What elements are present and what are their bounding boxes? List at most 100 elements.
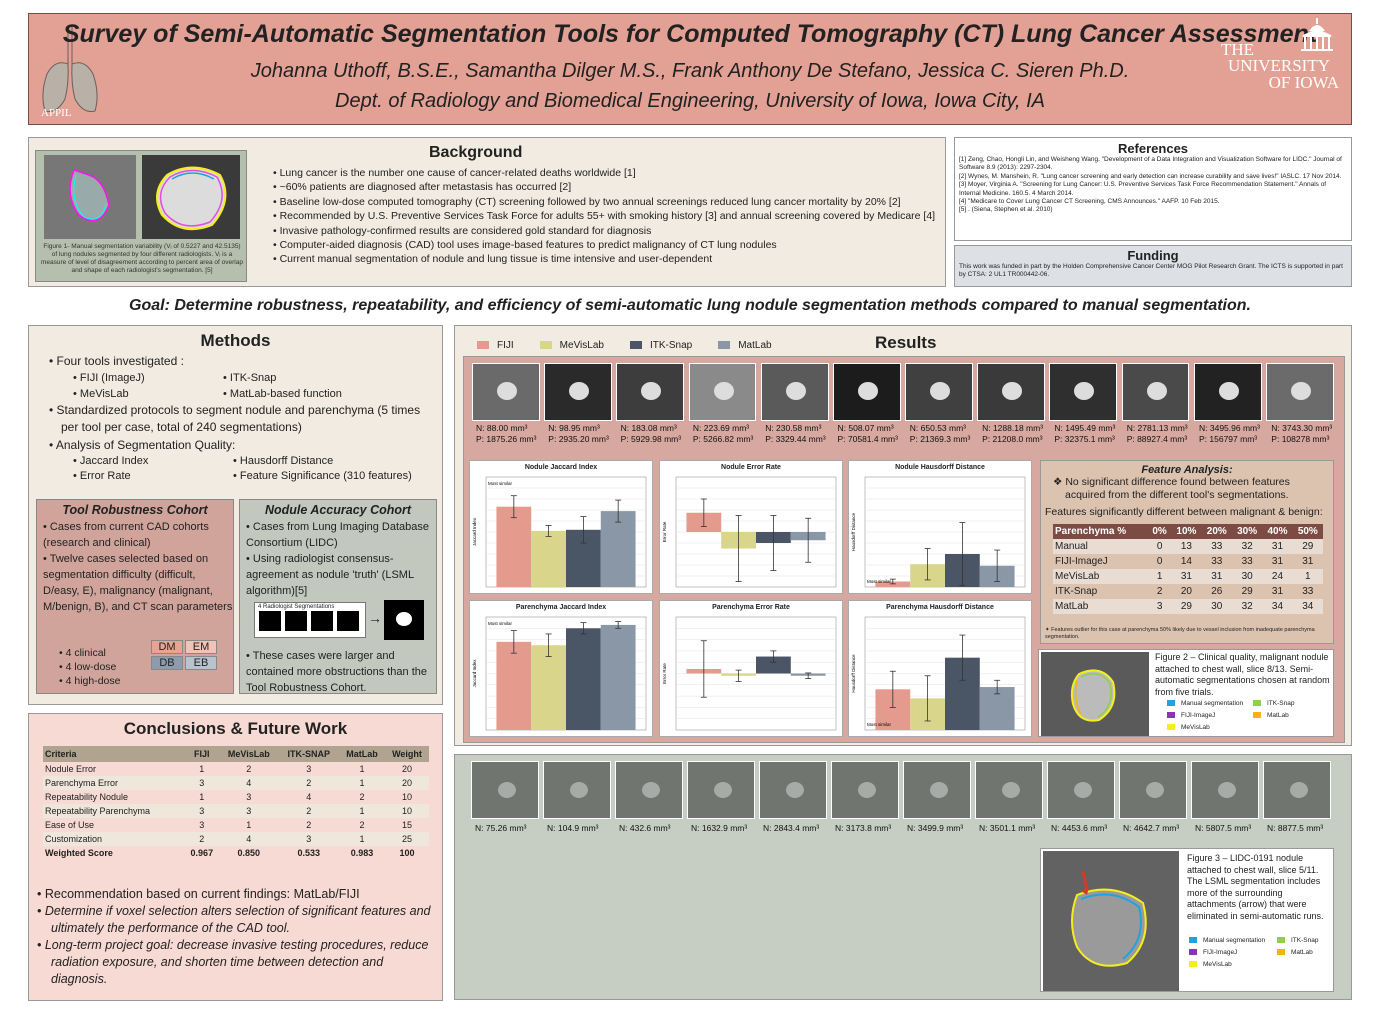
parenchyma-volume: P: 1875.26 mm³ bbox=[476, 434, 537, 444]
chart-title: Parenchyma Jaccard Index bbox=[515, 604, 607, 611]
quality-features: • Feature Significance (310 features) bbox=[233, 470, 412, 482]
legend-item: MatLab bbox=[1277, 947, 1333, 959]
table-row: Repeatability Nodule 1 3 4 2 10 bbox=[43, 790, 429, 804]
figure-1-image-b bbox=[142, 155, 240, 239]
grid-db: DB bbox=[151, 656, 183, 670]
results-title: Results bbox=[875, 333, 937, 352]
ct-thumbnail bbox=[1263, 761, 1331, 819]
nodule-volume: N: 230.58 mm³ bbox=[765, 423, 822, 433]
nodule-volume: N: 508.07 mm³ bbox=[837, 423, 894, 433]
table-cell: 15 bbox=[401, 820, 412, 830]
methods-protocol: • Standardized protocols to segment nodu… bbox=[49, 403, 421, 434]
nodule-volume: N: 3743.30 mm³ bbox=[1271, 423, 1333, 433]
table-row: Ease of Use 3 1 2 2 15 bbox=[43, 818, 429, 832]
table-cell: 0 bbox=[1147, 539, 1172, 554]
chart-parenchyma-jaccard-index: Parenchyma Jaccard Index Jaccard Index Mos… bbox=[469, 600, 653, 737]
table-cell: 24 bbox=[1262, 569, 1293, 584]
legend-fiji: FIJI bbox=[477, 340, 514, 351]
list-item: Computer-aided diagnosis (CAD) tool uses… bbox=[273, 238, 943, 252]
parenchyma-volume: P: 3329.44 mm³ bbox=[765, 434, 826, 444]
legend-item: Manual segmentation bbox=[1189, 935, 1277, 947]
list-item: • 4 low-dose bbox=[59, 661, 117, 673]
parenchyma-volume: P: 156797 mm³ bbox=[1199, 434, 1258, 444]
arrow-icon: → bbox=[368, 610, 382, 626]
table-header: MatLab bbox=[338, 746, 385, 762]
parenchyma-volume: P: 108278 mm³ bbox=[1271, 434, 1330, 444]
tool-robustness-cohort: Tool Robustness Cohort Cases from curren… bbox=[36, 499, 234, 694]
legend-item: FIJI-ImageJ bbox=[1167, 710, 1253, 722]
legend-item: ITK-Snap bbox=[1253, 698, 1333, 710]
table-cell: ITK-Snap bbox=[1055, 586, 1098, 597]
nodule-shape bbox=[497, 382, 517, 400]
parenchyma-volume: P: 2935.20 mm³ bbox=[548, 434, 609, 444]
tool-mevislab: • MeVisLab bbox=[73, 388, 129, 400]
table-cell: Weighted Score bbox=[45, 848, 113, 858]
table-cell: 31 bbox=[1201, 569, 1232, 584]
table-cell: 33 bbox=[1302, 586, 1314, 597]
table-cell: 32 bbox=[1231, 599, 1263, 614]
list-item: Invasive pathology-confirmed results are… bbox=[273, 224, 943, 238]
table-cell: 0.967 bbox=[190, 848, 214, 858]
tool-itksnap: • ITK-Snap bbox=[223, 372, 277, 384]
list-item: Cases from current CAD cohorts (research… bbox=[43, 519, 233, 551]
table-cell: 31 bbox=[1171, 569, 1202, 584]
volume-label: N: 2781.13 mm³ P: 88927.4 mm³ bbox=[1127, 423, 1188, 445]
bar-mevislab bbox=[531, 645, 566, 730]
volume-label: N: 1288.18 mm³ P: 21208.0 mm³ bbox=[982, 423, 1043, 445]
nodule-shape bbox=[569, 382, 590, 400]
nodule-shape bbox=[1002, 382, 1023, 400]
lidc-thumbnails bbox=[471, 761, 1337, 819]
table-header: 20% bbox=[1201, 524, 1232, 539]
table-cell: Repeatability Parenchyma bbox=[43, 804, 185, 818]
table-cell: FIJI-ImageJ bbox=[1055, 556, 1108, 567]
nodule-shape bbox=[785, 382, 806, 400]
chart-title: Parenchyma Error Rate bbox=[712, 604, 790, 611]
volume-label: N: 5807.5 mm³ bbox=[1195, 823, 1252, 833]
table-cell: 34 bbox=[1292, 599, 1323, 614]
table-cell: 30 bbox=[1201, 599, 1232, 614]
volume-label: N: 223.69 mm³ P: 5266.82 mm³ bbox=[693, 423, 753, 445]
table-cell: 3 bbox=[199, 820, 205, 830]
ct-thumbnail bbox=[472, 363, 540, 421]
volume-label: N: 98.95 mm³ P: 2935.20 mm³ bbox=[548, 423, 608, 445]
bar-itk-snap bbox=[566, 628, 601, 730]
figure-2: Figure 2 – Clinical quality, malignant n… bbox=[1038, 649, 1334, 737]
ct-thumbnail bbox=[759, 761, 827, 819]
chart-plot: Jaccard Index Most similar bbox=[472, 476, 647, 588]
quality-jaccard: • Jaccard Index bbox=[73, 455, 149, 467]
table-cell: 2 bbox=[359, 792, 365, 802]
list-item: Recommended by U.S. Preventive Services … bbox=[273, 209, 943, 223]
table-cell: 29 bbox=[1241, 586, 1253, 597]
table-cell: 10 bbox=[401, 792, 412, 802]
nodule-shape bbox=[641, 382, 662, 400]
table-cell: 34 bbox=[1262, 599, 1293, 614]
conclusions-list: Recommendation based on current findings… bbox=[37, 886, 441, 988]
figure-2-caption: Figure 2 – Clinical quality, malignant n… bbox=[1155, 652, 1330, 697]
logo-line-2: University bbox=[1228, 56, 1330, 75]
table-cell: Repeatability Nodule bbox=[45, 792, 129, 802]
chart-nodule-hausdorff-distance: Nodule Hausdorff Distance Hausdorff Dista… bbox=[848, 460, 1032, 594]
nodule-shape bbox=[1146, 782, 1164, 798]
table-cell: 1 bbox=[359, 764, 365, 774]
table-cell: 20 bbox=[385, 776, 429, 790]
parenchyma-volume: P: 21369.3 mm³ bbox=[909, 434, 971, 444]
nodule-shape bbox=[1218, 382, 1239, 400]
table-header: Parenchyma % bbox=[1053, 524, 1148, 539]
ct-thumbnail bbox=[688, 363, 757, 421]
ct-thumbnail bbox=[1191, 761, 1259, 819]
ct-thumbnail bbox=[1119, 761, 1187, 819]
parenchyma-volume: P: 21208.0 mm³ bbox=[982, 434, 1043, 444]
logo-line-3: of Iowa bbox=[1268, 73, 1339, 92]
volume-label: N: 3501.1 mm³ bbox=[979, 823, 1036, 833]
ct-thumbnail bbox=[1193, 363, 1262, 421]
volume-label: N: 230.58 mm³ P: 3329.44 mm³ bbox=[765, 423, 825, 445]
table-cell: 3 bbox=[1147, 599, 1172, 614]
legend-mevislab: MeVisLab bbox=[539, 340, 604, 351]
reference-item: [4] "Medicare to Cover Lung Cancer CT Sc… bbox=[959, 198, 1220, 206]
volume-label: N: 3173.8 mm³ bbox=[835, 823, 892, 833]
feature-analysis-sub: Features significantly different between… bbox=[1045, 506, 1323, 518]
nodule-shape bbox=[1074, 782, 1092, 798]
radiologist-segmentations: 4 Radiologist Segmentations bbox=[254, 602, 366, 638]
legend-itksnap: ITK-Snap bbox=[629, 340, 692, 351]
table-cell: Manual bbox=[1053, 539, 1148, 554]
